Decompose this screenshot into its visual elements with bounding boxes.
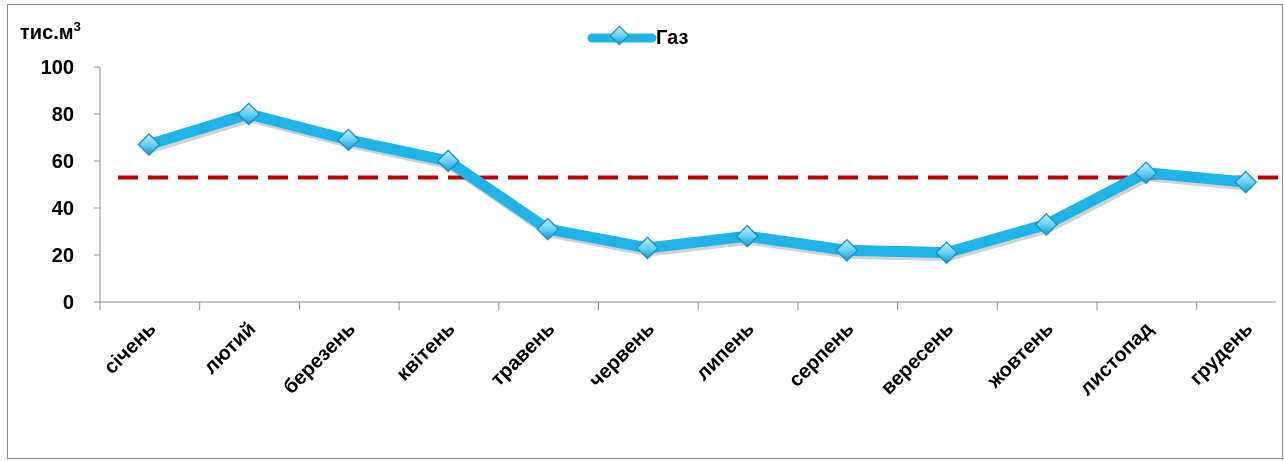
series-shadow <box>145 111 1254 262</box>
data-point-marker <box>935 241 959 265</box>
data-point-marker <box>1134 161 1158 185</box>
x-tick-label: лютий <box>200 318 261 379</box>
series-group <box>137 102 1258 265</box>
legend: Газ <box>587 25 688 49</box>
data-point-marker <box>237 102 261 126</box>
data-point-marker <box>635 236 660 260</box>
data-point-marker <box>436 149 460 173</box>
x-tick-label: квітень <box>392 318 459 385</box>
data-point-marker <box>137 133 161 157</box>
x-tick-label: червень <box>585 318 659 392</box>
x-tick-label: липень <box>692 318 759 385</box>
x-tick-label: листопад <box>1076 318 1158 400</box>
x-tick-label: вересень <box>877 318 958 399</box>
y-tick-label: 100 <box>41 57 74 79</box>
x-tick-label: травень <box>487 318 560 391</box>
x-tick-label: березень <box>279 318 360 399</box>
data-point-marker <box>835 238 859 262</box>
x-tick-label: січень <box>100 318 161 379</box>
data-point-marker <box>735 224 759 248</box>
series-line <box>143 108 1252 259</box>
y-tick-label: 40 <box>52 198 74 220</box>
axes: 0 20 40 60 80 100 січень лютий березень квітень тр… <box>41 57 1276 400</box>
y-tick-label: 20 <box>52 245 74 267</box>
y-tick-label: 0 <box>63 292 74 314</box>
x-tick-label: жовтень <box>983 318 1058 393</box>
data-point-marker <box>1034 212 1058 236</box>
x-tick-label: серпень <box>785 318 859 392</box>
y-axis-label: тис.м3 <box>20 19 81 44</box>
y-tick-label: 60 <box>52 151 74 173</box>
chart-frame <box>7 4 1283 459</box>
data-point-marker <box>1234 170 1258 194</box>
legend-label: Газ <box>656 27 688 49</box>
x-tick-label: грудень <box>1186 318 1257 389</box>
data-point-marker <box>336 128 360 152</box>
data-point-marker <box>536 217 560 241</box>
legend-diamond-marker <box>609 25 630 46</box>
y-tick-label: 80 <box>52 104 74 126</box>
